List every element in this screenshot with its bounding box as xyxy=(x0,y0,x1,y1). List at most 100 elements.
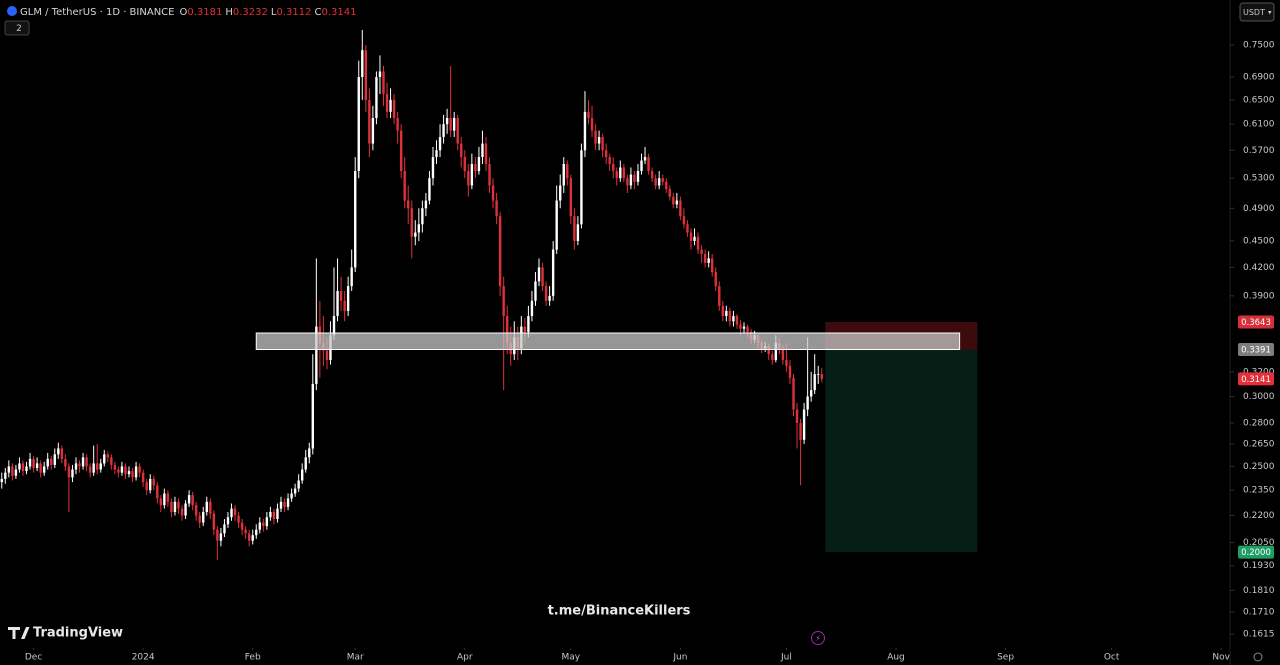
candle-body xyxy=(707,258,710,263)
y-tick-label: 0.6100 xyxy=(1243,120,1275,130)
candle-body xyxy=(187,495,191,504)
candle-body xyxy=(57,448,60,455)
candle-body xyxy=(640,160,643,172)
candle-body xyxy=(389,99,392,112)
candle-body xyxy=(523,326,527,332)
target-zone xyxy=(825,349,978,553)
x-tick-label: Aug xyxy=(887,653,905,663)
last-price-badge xyxy=(1238,372,1274,386)
candle-body xyxy=(541,267,544,287)
candle-body xyxy=(149,478,152,491)
event-icon[interactable] xyxy=(811,631,825,645)
candle-body xyxy=(124,466,127,475)
candle-body xyxy=(615,171,618,179)
candle-body xyxy=(728,310,732,322)
candle-body xyxy=(654,178,657,186)
candle-body xyxy=(145,482,148,491)
currency-button[interactable] xyxy=(1239,2,1275,22)
candle-body xyxy=(806,396,809,410)
candle-body xyxy=(629,174,633,186)
candle-body xyxy=(14,469,18,476)
y-tick-label: 0.6900 xyxy=(1243,72,1275,82)
plot: 0.7500 0.6900 0.6500 0.6100 0.5700 0.5300 0.49… xyxy=(0,29,1275,663)
candle-body xyxy=(566,163,569,179)
candle-body xyxy=(219,533,223,541)
candle-body xyxy=(548,295,551,301)
candle-body xyxy=(290,493,293,499)
settings-icon[interactable] xyxy=(1253,652,1263,662)
candle-body xyxy=(396,118,399,131)
candle-body xyxy=(431,157,435,179)
candle-body xyxy=(799,422,802,440)
candle-body xyxy=(495,200,498,217)
watermark: t.me/BinanceKillers xyxy=(548,604,691,619)
candle-body xyxy=(679,200,682,217)
candle-body xyxy=(106,454,110,458)
event-icon-glyph: ⚡ xyxy=(815,634,821,643)
candle-body xyxy=(0,478,3,483)
candle-body xyxy=(74,463,78,470)
target-badge xyxy=(1238,545,1274,559)
y-tick-label: 0.3200 xyxy=(1243,367,1275,377)
candle-body xyxy=(622,167,626,179)
candle-body xyxy=(378,71,382,77)
candle-body xyxy=(619,167,622,179)
candle-body xyxy=(792,377,795,410)
indicator-toggle[interactable] xyxy=(4,20,30,36)
candle-body xyxy=(403,171,406,201)
candle-body xyxy=(417,224,421,233)
candle-body xyxy=(484,143,488,164)
candle-body xyxy=(198,515,201,523)
entry-badge xyxy=(1238,343,1274,357)
candle-body xyxy=(7,466,11,473)
candle-body xyxy=(297,480,300,489)
candle-body xyxy=(771,354,774,360)
candle-body xyxy=(46,458,49,467)
candle-body xyxy=(364,50,368,100)
candle-body xyxy=(375,76,378,119)
candle-body xyxy=(184,503,187,516)
candle-body xyxy=(25,466,28,472)
y-tick-label: 0.1930 xyxy=(1243,561,1275,571)
candle-body xyxy=(718,286,721,306)
ohlc-value: 0.3181 xyxy=(187,7,222,18)
candle-body xyxy=(781,348,785,360)
stop-badge xyxy=(1238,315,1274,329)
candle-body xyxy=(463,157,466,172)
ohlc-label: O xyxy=(179,7,187,18)
candle-body xyxy=(64,458,67,467)
candle-body xyxy=(78,463,81,467)
candle-body xyxy=(424,200,428,209)
candle-body xyxy=(491,185,495,201)
candle-body xyxy=(244,529,247,534)
candle-body xyxy=(739,324,742,329)
candle-body xyxy=(742,326,746,329)
candle-body xyxy=(657,178,661,186)
candle-body xyxy=(258,522,261,530)
candle-body xyxy=(597,137,601,144)
candle-body xyxy=(414,232,417,237)
indicator-count: 2 xyxy=(16,24,22,34)
symbol: GLM / TetherUS · 1D · BINANCE xyxy=(20,7,174,18)
candle-body xyxy=(272,512,276,520)
candle-body xyxy=(735,316,739,325)
candle-body xyxy=(308,448,311,458)
y-tick-label: 0.1810 xyxy=(1243,586,1275,596)
y-tick-label: 0.2500 xyxy=(1243,462,1275,472)
x-tick-label: May xyxy=(562,653,581,663)
candle-body xyxy=(60,448,64,459)
candle-body xyxy=(410,208,413,237)
candle-body xyxy=(156,485,159,499)
candle-body xyxy=(286,498,290,507)
candle-body xyxy=(442,124,445,138)
candle-body xyxy=(502,286,505,317)
candle-body xyxy=(438,137,442,151)
candle-body xyxy=(785,359,788,366)
x-tick-label: Dec xyxy=(25,653,42,663)
candle-body xyxy=(382,71,385,95)
candle-body xyxy=(456,118,459,144)
candle-body xyxy=(587,111,590,119)
candle-body xyxy=(350,267,353,287)
candle-body xyxy=(368,99,371,144)
candle-body xyxy=(460,143,463,158)
